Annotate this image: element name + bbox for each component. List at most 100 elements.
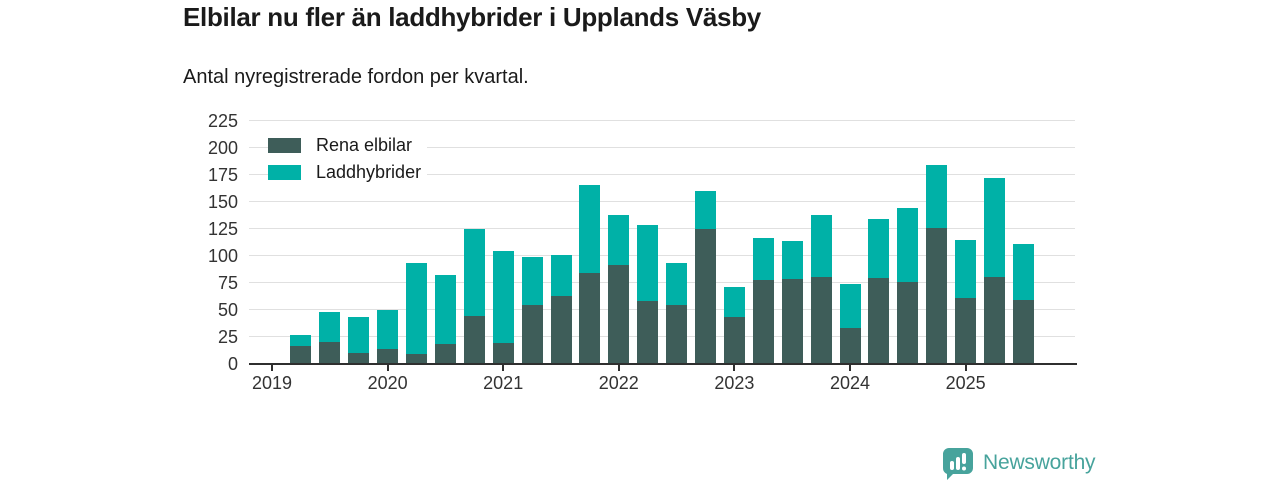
y-tick-label: 175: [207, 164, 238, 185]
bar-segment-elbilar: [666, 305, 688, 364]
bar-segment-elbilar: [521, 305, 543, 364]
chart-subtitle: Antal nyregistrerade fordon per kvartal.: [183, 66, 529, 88]
bar-segment-laddhybrider: [839, 283, 861, 328]
bar-segment-elbilar: [752, 280, 774, 364]
bar-segment-elbilar: [723, 317, 745, 364]
x-tick-mark: [271, 364, 273, 371]
chart-title: Elbilar nu fler än laddhybrider i Upplan…: [183, 2, 761, 32]
brand-footer: Newsworthy: [941, 446, 1096, 480]
bar-segment-elbilar: [810, 277, 832, 364]
bar-segment-laddhybrider: [521, 256, 543, 306]
bar-segment-laddhybrider: [868, 219, 890, 279]
bar-segment-elbilar: [377, 349, 399, 364]
gridline: [249, 201, 1075, 203]
bar-segment-elbilar: [579, 272, 601, 364]
bar-segment-laddhybrider: [666, 263, 688, 306]
x-tick-mark: [733, 364, 736, 371]
bar-segment-laddhybrider: [348, 317, 370, 353]
bar-segment-laddhybrider: [723, 286, 745, 318]
bar-segment-elbilar: [637, 300, 659, 364]
x-tick-label: 2023: [714, 372, 755, 393]
bar-segment-elbilar: [781, 279, 803, 364]
y-tick-label: 225: [207, 110, 238, 131]
bar-segment-laddhybrider: [810, 214, 832, 278]
x-tick-mark: [849, 364, 851, 371]
gridline: [249, 147, 1075, 149]
x-tick-label: 2019: [251, 372, 293, 393]
bar-segment-laddhybrider: [579, 184, 601, 273]
bar-segment-elbilar: [608, 265, 630, 364]
x-tick-label: 2020: [367, 372, 408, 393]
y-tick-label: 200: [207, 137, 238, 158]
bar-segment-elbilar: [1012, 299, 1034, 364]
y-tick-label: 150: [207, 191, 238, 212]
x-tick-label: 2024: [829, 372, 871, 393]
y-tick-label: 0: [227, 353, 238, 374]
gridline: [249, 174, 1075, 176]
bar-segment-laddhybrider: [290, 335, 312, 347]
bar-segment-laddhybrider: [695, 190, 716, 229]
legend: Rena elbilar Laddhybrider: [268, 135, 428, 194]
gridline: [249, 120, 1075, 122]
bar-segment-laddhybrider: [781, 240, 803, 280]
bar-segment-laddhybrider: [434, 275, 456, 345]
bar-segment-laddhybrider: [955, 239, 977, 298]
x-tick-mark: [502, 364, 505, 371]
x-tick-mark: [617, 364, 620, 371]
bar-segment-elbilar: [463, 316, 485, 364]
bar-segment-elbilar: [319, 341, 341, 364]
bar-segment-elbilar: [434, 344, 456, 364]
bar-segment-laddhybrider: [984, 178, 1005, 278]
bar-segment-laddhybrider: [550, 254, 572, 296]
bar-segment-laddhybrider: [406, 263, 427, 354]
gridline: [249, 282, 1075, 284]
x-tick-mark: [386, 364, 389, 371]
gridline: [249, 309, 1075, 311]
bar-segment-laddhybrider: [637, 225, 659, 301]
bar-segment-elbilar: [695, 228, 716, 364]
x-tick-label: 2022: [598, 372, 639, 393]
bar-segment-laddhybrider: [608, 214, 630, 266]
bar-segment-elbilar: [897, 281, 919, 364]
bar-segment-elbilar: [955, 297, 977, 364]
legend-label: Rena elbilar: [316, 135, 413, 155]
x-axis-line: [249, 362, 1077, 365]
legend-swatch-laddhybrider-icon: [268, 165, 301, 180]
y-tick-label: 50: [217, 299, 238, 320]
bar-segment-laddhybrider: [377, 309, 399, 350]
x-tick-label: 2021: [483, 372, 524, 393]
bar-segment-elbilar: [926, 227, 948, 364]
x-tick-mark: [964, 364, 967, 371]
bar-segment-laddhybrider: [752, 238, 774, 281]
bar-segment-elbilar: [868, 278, 890, 364]
y-tick-label: 100: [207, 245, 238, 266]
bar-segment-elbilar: [839, 327, 861, 364]
bar-segment-elbilar: [984, 277, 1005, 364]
x-tick-label: 2025: [945, 372, 986, 393]
legend-item-laddhybrider: Laddhybrider: [268, 162, 422, 182]
bar-segment-laddhybrider: [897, 208, 919, 282]
bar-segment-elbilar: [406, 353, 427, 364]
legend-swatch-elbilar-icon: [268, 138, 301, 153]
brand-name: Newsworthy: [983, 451, 1096, 474]
bar-segment-laddhybrider: [926, 165, 948, 228]
y-tick-label: 25: [217, 326, 238, 347]
gridline: [249, 228, 1075, 230]
bar-segment-elbilar: [492, 343, 514, 364]
bar-segment-elbilar: [348, 352, 370, 364]
legend-item-rena-elbilar: Rena elbilar: [268, 135, 421, 155]
newsworthy-logo-icon: [942, 448, 973, 480]
bar-segment-laddhybrider: [492, 251, 514, 343]
bar-segment-elbilar: [550, 295, 572, 364]
gridline: [249, 255, 1075, 257]
y-tick-label: 75: [217, 272, 238, 293]
legend-label: Laddhybrider: [316, 162, 422, 182]
bar-segment-laddhybrider: [319, 311, 341, 342]
y-tick-label: 125: [207, 218, 238, 239]
bar-segment-laddhybrider: [463, 228, 485, 317]
bar-segment-laddhybrider: [1012, 243, 1034, 300]
bar-segment-elbilar: [290, 346, 312, 364]
gridline: [249, 336, 1075, 338]
